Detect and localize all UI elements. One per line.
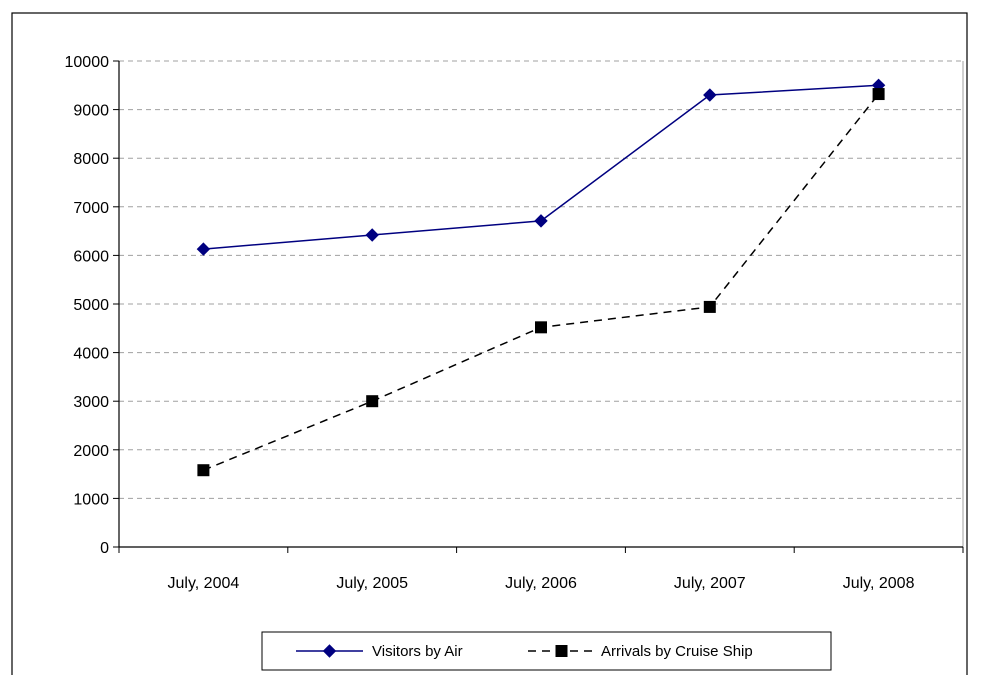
axes: 0 1000 2000 3000 4000 5000 6000 7000 8000 9000 100… xyxy=(65,54,964,592)
data-point-visitors-by-air xyxy=(534,214,548,228)
chart-border xyxy=(11,12,968,675)
data-point-visitors-by-air xyxy=(703,88,717,102)
legend: Visitors by Air Arrivals by Cruise Ship xyxy=(261,631,832,671)
y-tick-label: 8000 xyxy=(73,151,109,168)
series-layer xyxy=(196,78,886,477)
x-tick-label: July, 2008 xyxy=(843,575,915,592)
legend-marker-arrivals-by-cruise-ship xyxy=(555,645,568,657)
y-tick-label: 10000 xyxy=(65,54,110,71)
data-point-visitors-by-air xyxy=(365,228,379,242)
legend-marker-visitors-by-air xyxy=(322,644,337,658)
series-visitors-by-air xyxy=(196,78,886,256)
data-point-arrivals-by-cruise-ship xyxy=(366,395,379,408)
y-tick-label: 0 xyxy=(100,540,109,557)
data-point-arrivals-by-cruise-ship xyxy=(535,321,547,334)
y-tick-label: 7000 xyxy=(73,200,109,217)
x-tick-label: July, 2004 xyxy=(168,575,240,592)
y-tick-label: 9000 xyxy=(73,103,109,120)
y-tick-label: 3000 xyxy=(73,394,109,411)
x-tick-label: July, 2007 xyxy=(674,575,746,592)
gridlines xyxy=(119,60,964,547)
data-point-arrivals-by-cruise-ship xyxy=(197,464,210,477)
data-point-visitors-by-air xyxy=(196,242,211,256)
x-tick-label: July, 2006 xyxy=(505,575,577,592)
legend-label-visitors-by-air: Visitors by Air xyxy=(372,643,463,660)
y-tick-label: 4000 xyxy=(73,346,109,363)
legend-item-arrivals-by-cruise-ship: Arrivals by Cruise Ship xyxy=(528,643,753,660)
legend-label-arrivals-by-cruise-ship: Arrivals by Cruise Ship xyxy=(601,643,753,660)
y-tick-label: 5000 xyxy=(73,297,109,314)
y-tick-label: 2000 xyxy=(73,443,109,460)
y-tick-label: 1000 xyxy=(73,491,109,508)
data-point-arrivals-by-cruise-ship xyxy=(703,300,716,313)
y-tick-label: 6000 xyxy=(73,248,109,265)
legend-item-visitors-by-air: Visitors by Air xyxy=(296,643,463,660)
series-arrivals-by-cruise-ship xyxy=(197,88,885,477)
data-point-arrivals-by-cruise-ship xyxy=(872,88,885,101)
x-tick-label: July, 2005 xyxy=(336,575,408,592)
